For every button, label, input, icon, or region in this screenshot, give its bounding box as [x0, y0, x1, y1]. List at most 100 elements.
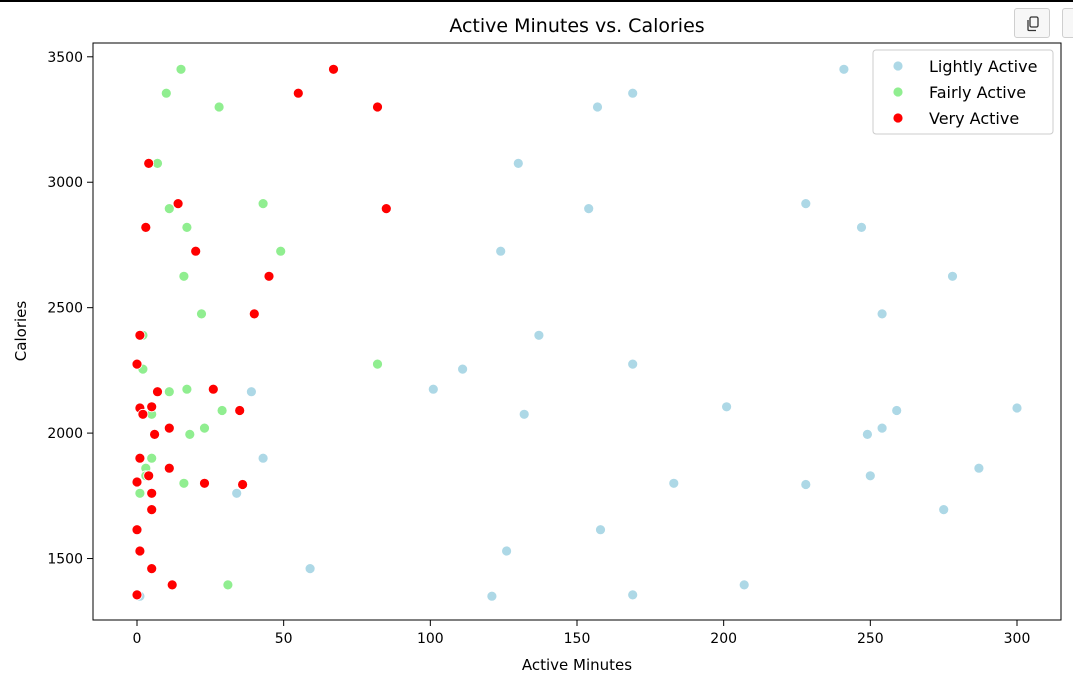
- data-point: [856, 221, 867, 233]
- data-point: [163, 462, 175, 474]
- data-point: [199, 477, 210, 489]
- x-tick-label: 100: [417, 631, 444, 647]
- data-point: [134, 545, 146, 557]
- data-point: [160, 87, 172, 99]
- data-point: [876, 308, 888, 320]
- data-point: [172, 198, 184, 210]
- data-point: [131, 476, 143, 488]
- data-point: [149, 428, 161, 440]
- legend-label: Fairly Active: [929, 83, 1026, 102]
- legend-marker: [892, 112, 904, 124]
- top-border: [0, 0, 1073, 2]
- data-point: [207, 383, 219, 395]
- series-very-active: [131, 63, 392, 601]
- data-point: [131, 524, 143, 536]
- data-point: [380, 203, 392, 215]
- data-point: [1011, 402, 1023, 414]
- data-point: [292, 87, 304, 99]
- data-point: [738, 579, 750, 591]
- data-point: [627, 87, 639, 99]
- data-point: [143, 157, 155, 169]
- data-point: [275, 245, 287, 257]
- y-tick-label: 1500: [47, 552, 83, 568]
- series-fairly-active: [134, 63, 383, 591]
- y-tick-label: 2000: [47, 426, 83, 442]
- data-point: [876, 422, 888, 434]
- data-point: [146, 504, 158, 516]
- data-point: [512, 157, 524, 169]
- data-point: [947, 270, 958, 282]
- data-point: [245, 386, 257, 398]
- ticks-layer: 0 50 100 150 200 250 300 1500 2000 2500 3000 3500: [47, 50, 1030, 647]
- data-point: [178, 270, 190, 282]
- data-point: [495, 245, 507, 257]
- data-point: [146, 401, 158, 413]
- x-axis-label: Active Minutes: [522, 656, 632, 674]
- data-point: [184, 428, 196, 440]
- data-point: [668, 477, 680, 489]
- data-point: [486, 590, 498, 602]
- data-point: [152, 386, 163, 398]
- data-point: [163, 203, 175, 215]
- legend-marker: [892, 60, 904, 72]
- data-point: [178, 477, 190, 489]
- data-point: [137, 408, 149, 420]
- data-point: [163, 422, 175, 434]
- data-point: [146, 563, 158, 574]
- data-point: [501, 545, 513, 557]
- data-point: [146, 487, 158, 499]
- points-layer: [131, 63, 1023, 602]
- data-point: [800, 479, 812, 490]
- data-point: [166, 579, 178, 591]
- data-point: [175, 63, 187, 75]
- output-toggle-button[interactable]: [1062, 8, 1073, 38]
- y-axis-label: Calories: [12, 301, 30, 362]
- data-point: [938, 504, 950, 516]
- data-point: [134, 487, 146, 499]
- data-point: [237, 479, 249, 490]
- y-tick-label: 3000: [47, 175, 83, 191]
- data-point: [134, 452, 146, 464]
- chart-title: Active Minutes vs. Calories: [449, 15, 704, 37]
- data-point: [372, 101, 383, 113]
- data-point: [800, 198, 812, 210]
- legend-frame: [872, 49, 1054, 135]
- data-point: [328, 63, 339, 75]
- data-point: [427, 383, 439, 395]
- data-point: [583, 203, 595, 215]
- data-point: [213, 101, 225, 113]
- data-point: [231, 487, 243, 499]
- data-point: [533, 329, 545, 341]
- data-point: [721, 401, 732, 413]
- y-tick-label: 2500: [47, 301, 83, 317]
- data-point: [257, 198, 269, 210]
- data-point: [248, 308, 260, 320]
- data-point: [627, 358, 639, 370]
- data-point: [181, 221, 193, 233]
- data-point: [263, 270, 275, 282]
- data-point: [457, 363, 469, 375]
- data-point: [222, 579, 234, 591]
- legend: Lightly Active Fairly Active Very Active: [872, 49, 1054, 135]
- x-tick-label: 250: [857, 631, 884, 647]
- data-point: [163, 386, 175, 398]
- data-point: [864, 470, 876, 482]
- x-tick-label: 50: [275, 631, 293, 647]
- data-point: [838, 63, 850, 75]
- copy-icon: [1027, 16, 1039, 32]
- data-point: [181, 383, 193, 395]
- data-point: [518, 408, 530, 420]
- legend-marker: [892, 86, 904, 98]
- copy-button[interactable]: [1014, 8, 1050, 38]
- data-point: [592, 101, 603, 113]
- data-point: [131, 589, 143, 601]
- data-point: [134, 329, 146, 341]
- legend-label: Very Active: [929, 109, 1019, 128]
- data-point: [627, 589, 639, 601]
- data-point: [891, 405, 903, 416]
- series-lightly-active: [134, 63, 1023, 602]
- data-point: [304, 563, 316, 574]
- x-tick-label: 0: [133, 631, 142, 647]
- data-point: [131, 358, 143, 370]
